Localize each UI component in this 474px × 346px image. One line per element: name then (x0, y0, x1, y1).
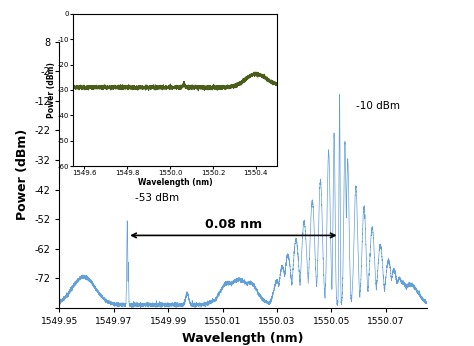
Text: -10 dBm: -10 dBm (356, 101, 400, 111)
Text: 0.08 nm: 0.08 nm (205, 218, 262, 231)
X-axis label: Wavelength (nm): Wavelength (nm) (138, 177, 213, 186)
Y-axis label: Power (dBm): Power (dBm) (47, 62, 56, 118)
X-axis label: Wavelength (nm): Wavelength (nm) (182, 331, 304, 345)
Y-axis label: Power (dBm): Power (dBm) (16, 129, 28, 220)
Text: -53 dBm: -53 dBm (136, 193, 180, 203)
